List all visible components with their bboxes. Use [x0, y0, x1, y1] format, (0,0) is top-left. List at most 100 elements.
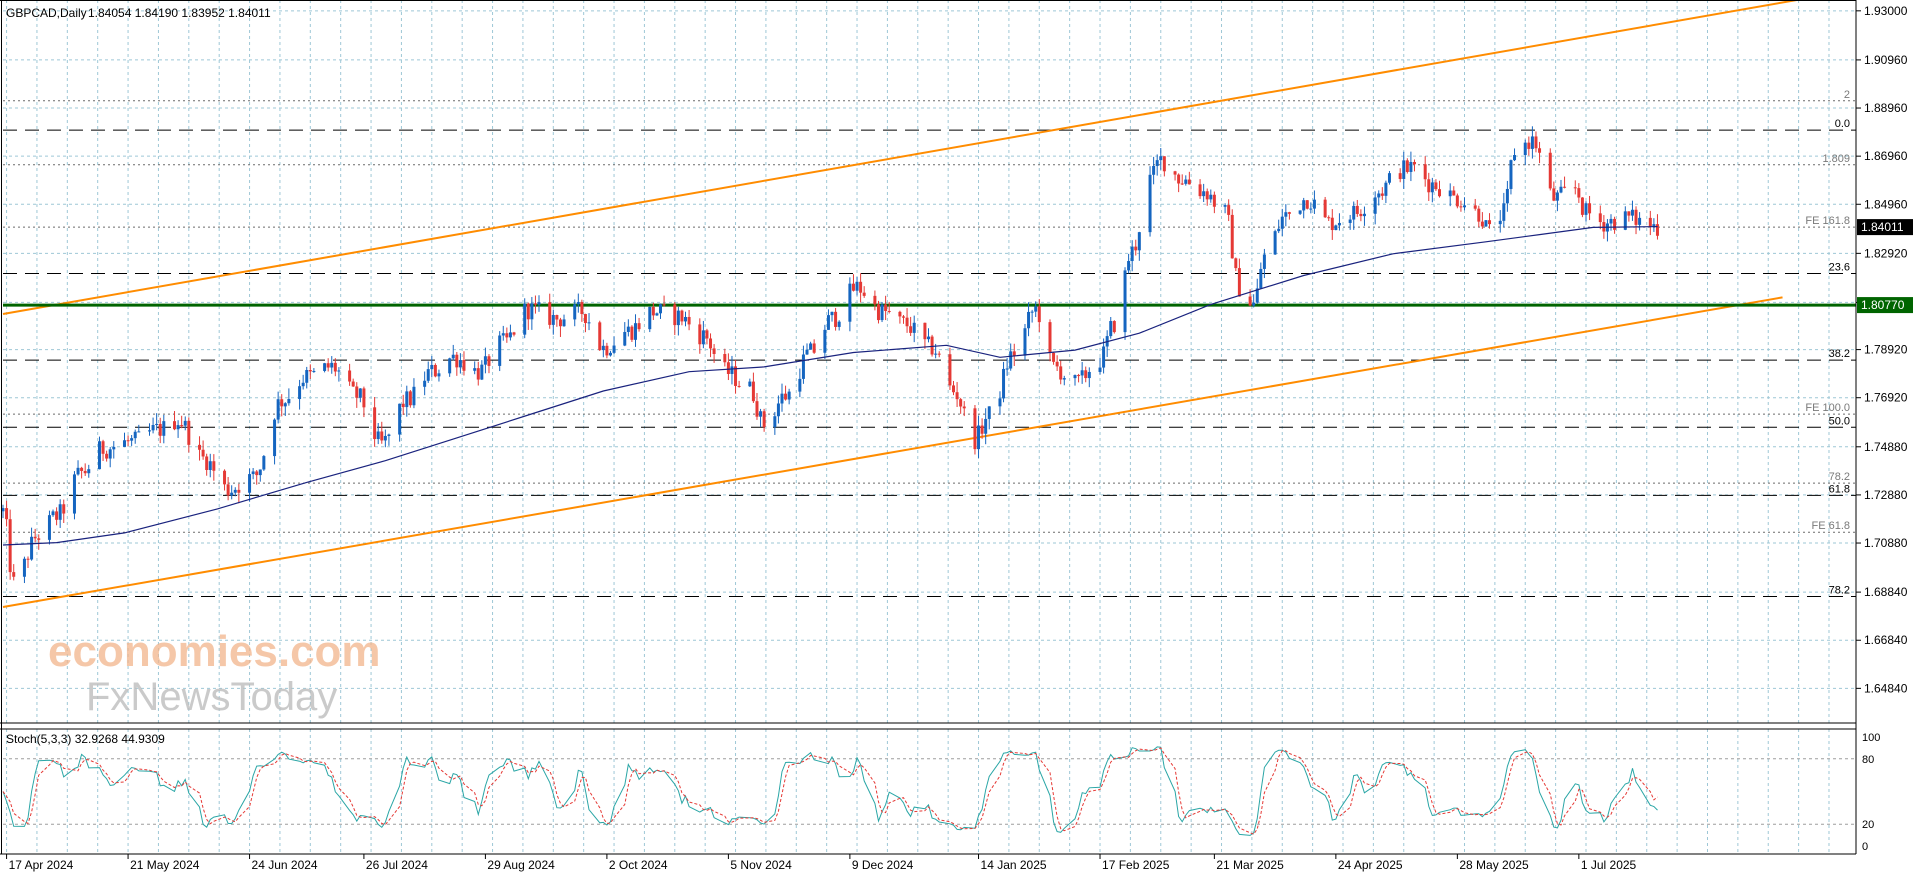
- candle-body-258: [1287, 212, 1291, 214]
- candle-body-308: [1538, 148, 1542, 153]
- candle-body-143: [712, 348, 716, 355]
- price-tick-label-2: 1.88960: [1864, 101, 1908, 115]
- watermark-line1: economies.com: [48, 627, 381, 676]
- price-tick-label-8: 1.76920: [1864, 391, 1908, 405]
- candle-body-110: [551, 315, 555, 325]
- candle-body-67: [333, 362, 337, 372]
- candle-body-277: [1384, 182, 1388, 196]
- candle-body-21: [105, 453, 109, 459]
- candle-body-34: [173, 421, 177, 430]
- candle-body-88: [437, 373, 441, 377]
- time-tick-label-9: 17 Feb 2025: [1102, 858, 1170, 872]
- candle-body-15: [76, 467, 80, 475]
- fib-label-2: 1.809: [1822, 153, 1850, 165]
- stoch-tick-label-0: 100: [1862, 732, 1880, 744]
- candle-body-69: [348, 370, 352, 382]
- candle-body-65: [326, 363, 330, 368]
- candle-body-22: [108, 449, 112, 459]
- candle-body-296: [1480, 221, 1484, 227]
- candle-body-238: [1187, 179, 1191, 185]
- candle-body-99: [498, 335, 502, 366]
- candle-body-5: [26, 558, 30, 560]
- fib-label-5: 38.2: [1829, 348, 1850, 360]
- price-tick-label-11: 1.70880: [1864, 536, 1908, 550]
- candle-body-289: [1448, 190, 1452, 197]
- candle-body-161: [805, 349, 809, 355]
- candle-body-232: [1159, 156, 1163, 161]
- price-tick-label-1: 1.90960: [1864, 53, 1908, 67]
- candle-body-131: [655, 313, 659, 316]
- candle-body-207: [1034, 306, 1038, 312]
- candle-body-50: [251, 471, 255, 475]
- candle-body-154: [773, 416, 777, 428]
- candle-body-209: [1048, 322, 1052, 353]
- candle-body-151: [755, 401, 759, 417]
- candle-body-248: [1237, 268, 1241, 297]
- candle-body-78: [387, 434, 391, 436]
- candle-body-204: [1023, 328, 1027, 356]
- candle-body-159: [798, 378, 802, 392]
- candle-body-11: [55, 511, 59, 520]
- candle-body-199: [998, 398, 1002, 407]
- candle-body-266: [1330, 217, 1334, 231]
- candle-body-2: [8, 519, 12, 573]
- candle-body-200: [1002, 368, 1006, 399]
- candle-body-193: [962, 406, 966, 409]
- price-tick-label-4: 1.84960: [1864, 197, 1908, 211]
- candle-body-109: [548, 302, 552, 325]
- candle-body-219: [1098, 367, 1102, 372]
- candle-body-302: [1509, 160, 1513, 189]
- time-tick-label-10: 21 Mar 2025: [1216, 858, 1284, 872]
- candle-body-166: [830, 311, 834, 316]
- stoch-tick-label-1: 80: [1862, 754, 1874, 766]
- fib-label-6: FE 100.0: [1805, 402, 1850, 414]
- price-tick-label-5: 1.82920: [1864, 246, 1908, 260]
- candle-body-54: [273, 419, 277, 457]
- candle-body-82: [408, 391, 412, 406]
- candle-body-327: [1634, 209, 1638, 225]
- candle-body-40: [201, 449, 205, 457]
- candle-body-237: [1184, 179, 1188, 184]
- candle-body-261: [1305, 200, 1309, 209]
- candle-body-145: [726, 362, 730, 374]
- candle-body-148: [737, 385, 741, 387]
- candle-body-121: [605, 345, 609, 356]
- candle-body-247: [1234, 258, 1238, 269]
- candle-body-147: [734, 366, 738, 386]
- candle-body-123: [612, 345, 616, 353]
- candle-body-24: [122, 440, 126, 447]
- price-tick-label-12: 1.68840: [1864, 585, 1908, 599]
- time-tick-label-0: 17 Apr 2024: [9, 858, 74, 872]
- candle-body-46: [230, 492, 234, 496]
- candle-body-227: [1134, 246, 1138, 251]
- candle-body-216: [1080, 370, 1084, 376]
- candle-body-329: [1648, 217, 1652, 227]
- candle-body-330: [1652, 224, 1656, 227]
- candle-body-196: [980, 425, 984, 434]
- candle-body-57: [283, 403, 287, 407]
- candle-body-93: [462, 360, 466, 371]
- candle-body-239: [1198, 184, 1202, 197]
- candle-body-107: [533, 303, 537, 305]
- candle-body-319: [1598, 213, 1602, 223]
- candle-body-299: [1498, 220, 1502, 225]
- candle-body-276: [1380, 193, 1384, 196]
- fib-label-3: FE 161.8: [1805, 215, 1850, 227]
- candle-body-116: [580, 302, 584, 315]
- candle-body-179: [898, 311, 902, 317]
- candle-body-63: [312, 370, 316, 372]
- candle-body-311: [1555, 192, 1559, 201]
- candle-body-41: [205, 456, 209, 470]
- candle-body-314: [1573, 187, 1577, 189]
- candle-body-29: [148, 430, 152, 432]
- candle-body-64: [323, 363, 327, 371]
- candle-body-272: [1359, 213, 1363, 217]
- candle-body-234: [1173, 171, 1177, 175]
- candle-body-281: [1405, 160, 1409, 172]
- candle-body-230: [1152, 165, 1156, 175]
- current-price-tag: [1857, 219, 1913, 236]
- candle-body-149: [748, 381, 752, 387]
- candle-body-315: [1577, 188, 1581, 198]
- candle-body-231: [1155, 160, 1159, 166]
